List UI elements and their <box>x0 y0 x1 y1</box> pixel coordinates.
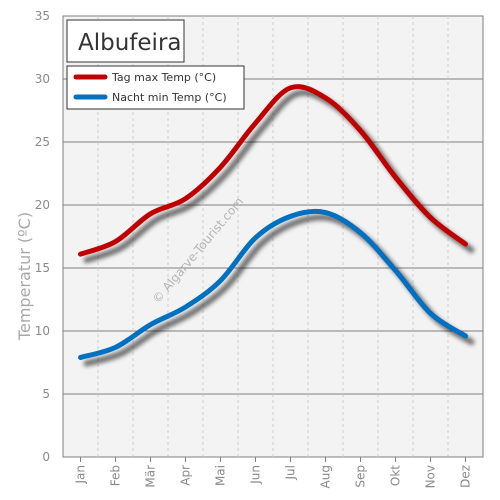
data-point-s0 <box>288 85 293 90</box>
data-point-s0 <box>113 239 118 244</box>
chart-title: Albufeira <box>78 30 182 56</box>
data-point-s1 <box>358 230 363 235</box>
chart-title-box: Albufeira <box>66 19 185 63</box>
x-tick-label: Aug <box>319 465 333 488</box>
data-point-s1 <box>323 210 328 215</box>
data-point-s1 <box>288 214 293 219</box>
y-tick-label: 10 <box>35 324 50 338</box>
x-tick-label: Jul <box>284 465 298 480</box>
y-tick-label: 0 <box>42 450 50 464</box>
legend: Tag max Temp (°C) Nacht min Temp (°C) <box>66 65 245 110</box>
data-point-s0 <box>183 196 188 201</box>
x-tick-label: Jun <box>249 465 263 485</box>
data-point-s1 <box>253 235 258 240</box>
data-point-s1 <box>463 334 468 339</box>
data-point-s1 <box>183 305 188 310</box>
data-point-s0 <box>358 128 363 133</box>
y-tick-label: 5 <box>42 387 50 401</box>
data-point-s0 <box>428 215 433 220</box>
data-point-s0 <box>78 252 83 257</box>
y-axis-title: Temperatur (ºC) <box>15 212 34 341</box>
data-point-s1 <box>393 268 398 273</box>
data-point-s0 <box>323 95 328 100</box>
data-point-s1 <box>148 322 153 327</box>
x-tick-label: Mär <box>144 465 158 488</box>
x-tick-label: Mai <box>214 465 228 486</box>
series-lines <box>78 84 468 360</box>
y-tick-label: 25 <box>35 135 50 149</box>
y-tick-label: 35 <box>35 9 50 23</box>
y-tick-label: 20 <box>35 198 50 212</box>
legend-label-min: Nacht min Temp (°C) <box>112 91 227 104</box>
x-tick-label: Nov <box>424 465 438 488</box>
legend-label-max: Tag max Temp (°C) <box>111 71 216 84</box>
x-tick-label: Sep <box>354 465 368 488</box>
y-tick-label: 15 <box>35 261 50 275</box>
x-tick-label: Apr <box>179 465 193 486</box>
y-axis-ticks: 0 5 10 15 20 25 30 35 <box>35 9 50 464</box>
data-point-s0 <box>218 165 223 170</box>
data-point-s1 <box>428 311 433 316</box>
data-point-s1 <box>78 355 83 360</box>
data-point-s0 <box>253 121 258 126</box>
x-tick-label: Dez <box>459 465 473 488</box>
data-point-s0 <box>393 175 398 180</box>
x-tick-label: Okt <box>389 465 403 486</box>
data-point-s0 <box>148 211 153 216</box>
series-line-0 <box>78 84 468 257</box>
series-line-1 <box>78 208 468 360</box>
data-point-s0 <box>463 242 468 247</box>
data-point-s1 <box>218 278 223 283</box>
data-point-s1 <box>113 345 118 350</box>
x-tick-label: Feb <box>109 465 123 486</box>
y-tick-label: 30 <box>35 72 50 86</box>
x-axis-ticks: Jan Feb Mär Apr Mai Jun Jul Aug Sep Okt Nov Dez <box>74 457 473 488</box>
x-tick-label: Jan <box>74 465 88 485</box>
